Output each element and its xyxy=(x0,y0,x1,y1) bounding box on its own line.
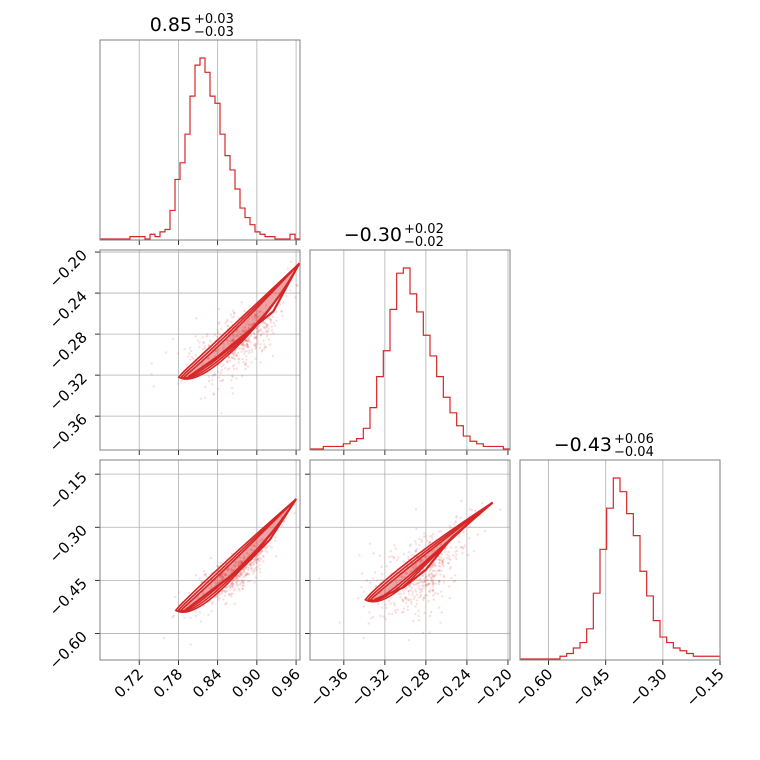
panel-p22: −0.43 +0.06−0.04 xyxy=(519,432,721,665)
title-value-p22: −0.43 xyxy=(554,434,612,456)
xlabel-col2-3: −0.15 xyxy=(683,665,728,710)
xlabel-col2-1: −0.45 xyxy=(568,665,613,710)
xlabel-col0-0: 0.72 xyxy=(111,665,147,701)
ylabel-row1-0: −0.20 xyxy=(46,246,91,291)
xlabel-col0-4: 0.96 xyxy=(268,665,304,701)
ylabel-row2-3: −0.60 xyxy=(46,628,91,673)
xlabel-col0-2: 0.84 xyxy=(189,665,225,701)
frame-p20 xyxy=(99,459,301,661)
xlabel-col1-2: −0.28 xyxy=(388,665,433,710)
ridge-p10 xyxy=(187,262,301,379)
ylabel-row1-3: −0.32 xyxy=(46,369,91,414)
title-plus-p22: +0.06 xyxy=(614,432,654,447)
panel-p10 xyxy=(95,249,301,455)
xlabel-col2-0: −0.60 xyxy=(511,665,556,710)
xlabel-col1-1: −0.32 xyxy=(347,665,392,710)
histogram-p22 xyxy=(520,477,721,660)
ridge-p21 xyxy=(374,501,494,601)
frame-p11 xyxy=(309,249,511,451)
ylabel-row1-4: −0.36 xyxy=(46,410,91,455)
panel-p20 xyxy=(95,459,301,665)
ylabel-row2-0: −0.15 xyxy=(46,468,91,513)
frame-p22 xyxy=(519,459,721,661)
title-plus-p00: +0.03 xyxy=(194,12,234,27)
frame-p10 xyxy=(99,249,301,451)
frame-p00 xyxy=(99,39,301,241)
ylabel-row1-1: −0.24 xyxy=(46,287,91,332)
title-value-p11: −0.30 xyxy=(344,224,402,246)
title-minus-p11: −0.02 xyxy=(404,235,444,250)
ylabel-row2-1: −0.30 xyxy=(46,521,91,566)
panel-p00: 0.85 +0.03−0.03 xyxy=(99,12,301,245)
xlabel-col1-4: −0.20 xyxy=(471,665,516,710)
title-minus-p22: −0.04 xyxy=(614,445,654,460)
title-value-p00: 0.85 xyxy=(150,14,192,36)
title-minus-p00: −0.03 xyxy=(194,25,234,40)
contour-p10-2 xyxy=(177,262,301,380)
xlabel-col2-2: −0.30 xyxy=(625,665,670,710)
xlabel-col0-1: 0.78 xyxy=(150,665,186,701)
contour-p20-2 xyxy=(174,498,297,613)
histogram-p11 xyxy=(310,267,510,450)
histogram-p00 xyxy=(100,57,300,240)
ridge-p20 xyxy=(184,498,298,612)
ylabel-row2-2: −0.45 xyxy=(46,574,91,619)
ylabel-row1-2: −0.28 xyxy=(46,328,91,373)
xlabel-col0-3: 0.90 xyxy=(228,665,264,701)
panel-p11: −0.30 +0.02−0.02 xyxy=(309,222,511,455)
xlabel-col1-3: −0.24 xyxy=(430,665,475,710)
panel-p21 xyxy=(305,459,511,665)
title-plus-p11: +0.02 xyxy=(404,222,444,237)
frame-p21 xyxy=(309,459,511,661)
xlabel-col1-0: −0.36 xyxy=(306,665,351,710)
